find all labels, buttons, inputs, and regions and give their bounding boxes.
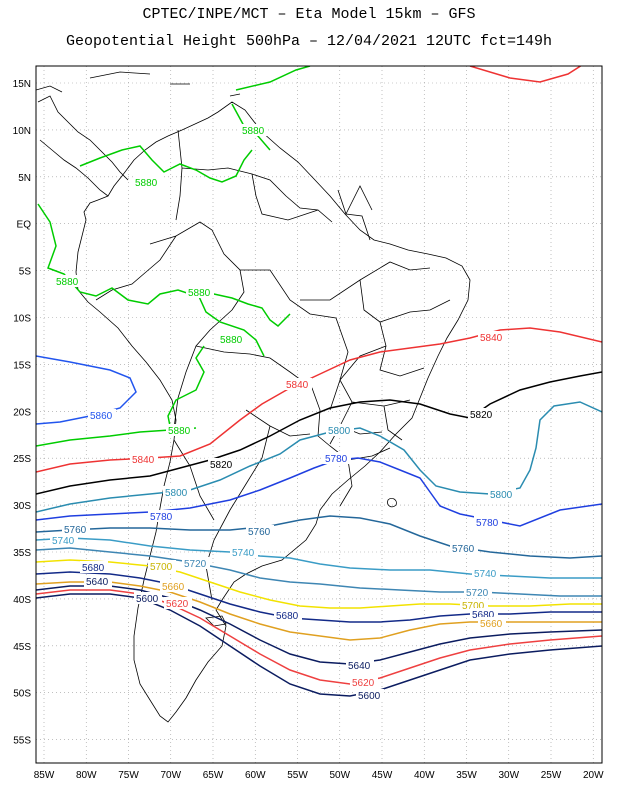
contour-label: 5740 (474, 569, 497, 580)
lon-label: 30W (498, 770, 519, 781)
contour-label: 5780 (150, 512, 173, 523)
contour-label: 5720 (184, 559, 207, 570)
lat-label: 55S (13, 736, 31, 747)
title-line-2: Geopotential Height 500hPa – 12/04/2021 … (65, 33, 553, 50)
contour-label: 5640 (348, 661, 371, 672)
contour-label: 5880 (242, 126, 265, 137)
lon-label: 85W (34, 770, 55, 781)
contour-label: 5640 (86, 577, 109, 588)
contour-label: 5760 (64, 525, 87, 536)
lon-label: 80W (76, 770, 97, 781)
lon-label: 55W (287, 770, 308, 781)
contour-label: 5880 (135, 178, 158, 189)
contour-5660 (36, 581, 602, 641)
lat-label: 45S (13, 642, 31, 653)
lat-label: 10S (13, 314, 31, 325)
lat-label: 30S (13, 501, 31, 512)
lat-label: 5S (19, 267, 32, 278)
title-line-1: CPTEC/INPE/MCT – Eta Model 15km – GFS (142, 6, 476, 23)
islands-south (205, 497, 397, 627)
lon-label: 35W (456, 770, 477, 781)
lon-label: 20W (583, 770, 604, 781)
contour-label: 5600 (358, 691, 381, 702)
contour-label: 5680 (276, 611, 299, 622)
contour-label: 5800 (328, 426, 351, 437)
contour-label: 5780 (325, 454, 348, 465)
lon-label: 25W (541, 770, 562, 781)
brazil-state-borders (300, 261, 451, 461)
contour-5700 (36, 559, 602, 609)
lat-label: 20S (13, 407, 31, 418)
contour-label: 5840 (286, 380, 309, 391)
lon-label: 60W (245, 770, 266, 781)
contour-label: 5620 (166, 599, 189, 610)
contour-label: 5760 (248, 527, 271, 538)
lat-label: 35S (13, 548, 31, 559)
contour-label: 5820 (470, 410, 493, 421)
lat-label: 15S (13, 360, 31, 371)
contour-label: 5840 (132, 455, 155, 466)
contour-5740 (36, 537, 602, 579)
caribbean-islands (36, 71, 241, 97)
contour-5840 (36, 66, 602, 473)
contour-5640 (36, 585, 602, 665)
contour-labels: 5880 5880 5880 5880 5880 5880 5860 5840 … (50, 124, 516, 702)
contour-5860 (36, 355, 137, 425)
contour-label: 5680 (472, 610, 495, 621)
lon-label: 75W (118, 770, 139, 781)
contour-label: 5660 (480, 619, 503, 630)
lon-label: 50W (329, 770, 350, 781)
contour-label: 5880 (168, 426, 191, 437)
lon-label: 45W (372, 770, 393, 781)
central-america-coastline (37, 95, 129, 197)
contour-label: 5680 (82, 563, 105, 574)
latitude-labels: 15N 10N 5N EQ 5S 10S 15S 20S 25S 30S 35S 40S 45S 50S 5… (13, 79, 32, 747)
lon-label: 65W (203, 770, 224, 781)
contour-5600 (36, 593, 602, 697)
lat-label: EQ (17, 220, 32, 231)
contour-5720 (36, 547, 602, 597)
contour-label: 5800 (165, 488, 188, 499)
south-america-coastline (75, 101, 471, 723)
contour-label: 5600 (136, 594, 159, 605)
contour-label: 5740 (52, 536, 75, 547)
contour-label: 5840 (480, 333, 503, 344)
lon-label: 40W (414, 770, 435, 781)
coastline-borders (36, 71, 471, 723)
lat-label: 10N (13, 126, 31, 137)
contour-label: 5720 (466, 588, 489, 599)
contour-5880 (36, 66, 311, 447)
contour-label: 5660 (162, 582, 185, 593)
contour-5780 (36, 457, 602, 527)
lat-label: 15N (13, 79, 31, 90)
contour-label: 5700 (150, 562, 173, 573)
contour-label: 5880 (56, 277, 79, 288)
contour-label: 5760 (452, 544, 475, 555)
contour-label: 5700 (462, 601, 485, 612)
contours (36, 66, 602, 697)
contour-label: 5860 (90, 411, 113, 422)
lat-label: 50S (13, 689, 31, 700)
lat-lon-grid (36, 66, 602, 763)
contour-label: 5780 (476, 518, 499, 529)
lat-label: 25S (13, 454, 31, 465)
map-frame (35, 65, 603, 764)
contour-5680 (36, 571, 602, 623)
contour-label: 5800 (490, 490, 513, 501)
contour-5760 (36, 515, 602, 559)
contour-5620 (36, 589, 602, 685)
lat-label: 40S (13, 595, 31, 606)
lon-label: 70W (160, 770, 181, 781)
contour-5820 (36, 371, 602, 495)
contour-label: 5820 (210, 460, 233, 471)
lat-label: 5N (18, 173, 31, 184)
longitude-labels: 85W 80W 75W 70W 65W 60W 55W 50W 45W 40W 35W 30W 25W 2… (34, 770, 604, 781)
contour-label: 5880 (220, 335, 243, 346)
contour-label: 5880 (188, 288, 211, 299)
contour-label: 5620 (352, 678, 375, 689)
contour-label: 5740 (232, 548, 255, 559)
